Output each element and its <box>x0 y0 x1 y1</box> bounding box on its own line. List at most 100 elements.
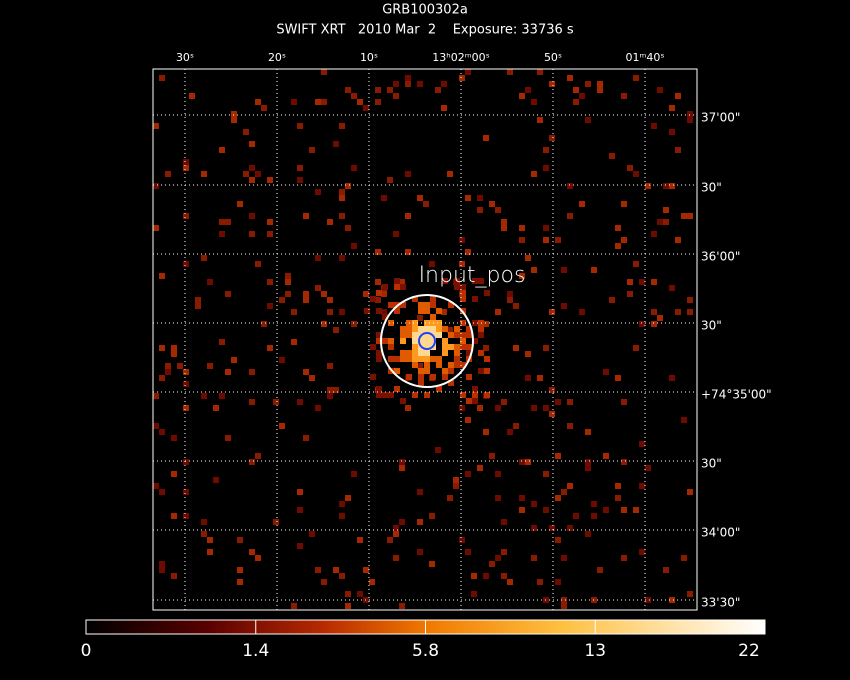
pixel <box>321 579 327 585</box>
pixel <box>531 501 537 507</box>
pixel <box>466 350 472 356</box>
pixel <box>549 309 555 315</box>
pixel <box>375 297 381 303</box>
pixel <box>345 591 351 597</box>
pixel <box>418 326 424 332</box>
image-pixels <box>153 69 693 609</box>
pixel <box>669 183 675 189</box>
pixel <box>418 350 424 356</box>
pixel <box>459 537 465 543</box>
pixel <box>466 344 472 350</box>
pixel <box>567 213 573 219</box>
pixel <box>291 99 297 105</box>
image-frame <box>152 68 698 611</box>
pixel <box>183 405 189 411</box>
pixel <box>627 291 633 297</box>
pixel <box>225 369 231 375</box>
pixel <box>460 392 466 398</box>
pixel <box>393 531 399 537</box>
pixel <box>507 297 513 303</box>
pixel <box>519 459 525 465</box>
pixel <box>555 537 561 543</box>
pixel <box>213 405 219 411</box>
pixel <box>579 201 585 207</box>
pixel <box>255 453 261 459</box>
pixel <box>394 278 400 284</box>
pixel <box>549 387 555 393</box>
pixel <box>430 338 436 344</box>
pixel <box>412 356 418 362</box>
pixel <box>339 123 345 129</box>
pixel <box>249 165 255 171</box>
pixel <box>255 171 261 177</box>
pixel <box>406 374 412 380</box>
pixel <box>405 81 411 87</box>
pixel <box>555 237 561 243</box>
pixel <box>478 278 484 284</box>
pixel <box>417 519 423 525</box>
pixel <box>567 75 573 81</box>
pixel <box>555 495 561 501</box>
pixel <box>687 591 693 597</box>
pixel <box>424 368 430 374</box>
pixel <box>321 69 327 75</box>
pixel <box>501 399 507 405</box>
pixel <box>261 105 267 111</box>
pixel <box>519 225 525 231</box>
pixel <box>585 81 591 87</box>
pixel <box>585 531 591 537</box>
pixel <box>327 393 333 399</box>
pixel <box>424 350 430 356</box>
pixel <box>382 338 388 344</box>
pixel <box>621 201 627 207</box>
pixel <box>591 513 597 519</box>
pixel <box>309 531 315 537</box>
pixel <box>405 213 411 219</box>
pixel <box>399 279 405 285</box>
pixel <box>183 369 189 375</box>
pixel <box>555 579 561 585</box>
pixel <box>309 147 315 153</box>
pixel <box>484 392 490 398</box>
pixel <box>436 320 442 326</box>
pixel <box>567 183 573 189</box>
pixel <box>231 357 237 363</box>
pixel <box>376 350 382 356</box>
pixel <box>339 573 345 579</box>
pixel <box>153 183 159 189</box>
pixel <box>525 87 531 93</box>
pixel <box>285 291 291 297</box>
pixel <box>549 135 555 141</box>
pixel <box>388 344 394 350</box>
pixel <box>153 123 159 129</box>
pixel <box>249 459 255 465</box>
pixel <box>237 201 243 207</box>
pixel <box>472 278 478 284</box>
pixel <box>603 453 609 459</box>
pixel <box>466 374 472 380</box>
pixel <box>477 195 483 201</box>
pixel <box>249 549 255 555</box>
pixel <box>448 380 454 386</box>
pixel <box>159 75 165 81</box>
pixel <box>454 362 460 368</box>
pixel <box>405 405 411 411</box>
pixel <box>687 297 693 303</box>
pixel <box>412 344 418 350</box>
pixel <box>339 255 345 261</box>
pixel <box>430 326 436 332</box>
pixel <box>393 231 399 237</box>
pixel <box>418 302 424 308</box>
pixel <box>376 308 382 314</box>
pixel <box>687 489 693 495</box>
pixel <box>303 291 309 297</box>
pixel <box>394 284 400 290</box>
pixel <box>351 321 357 327</box>
pixel <box>681 417 687 423</box>
pixel <box>400 284 406 290</box>
pixel <box>321 99 327 105</box>
pixel <box>465 195 471 201</box>
pixel <box>394 386 400 392</box>
pixel <box>207 537 213 543</box>
